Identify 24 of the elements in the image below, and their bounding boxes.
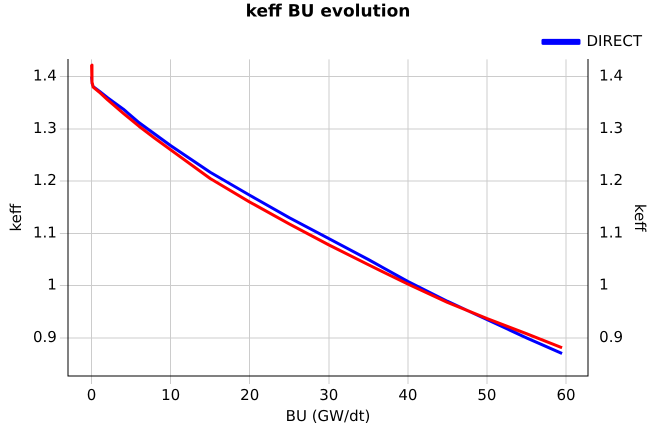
- x-tick-label: 30: [319, 386, 338, 404]
- y2-tick-label: 1: [599, 276, 609, 294]
- x-tick-label: 40: [398, 386, 418, 404]
- y-tick-label: 0.9: [32, 328, 57, 346]
- x-tick-label: 60: [556, 386, 576, 404]
- y-tick-label: 1.1: [32, 223, 57, 242]
- x-tick-label: 20: [240, 386, 260, 404]
- y2-tick-label: 0.9: [599, 328, 624, 346]
- legend-label: DIRECT: [586, 32, 643, 50]
- y2-tick-label: 1.3: [599, 118, 624, 137]
- y-axis-title: keff: [6, 203, 25, 232]
- x-tick-label: 10: [161, 386, 180, 404]
- y2-tick-label: 1.4: [599, 66, 624, 85]
- y-tick-label: 1: [47, 276, 57, 294]
- y2-axis-title: keff: [631, 204, 650, 232]
- x-tick-label: 50: [477, 386, 496, 404]
- x-axis-title: BU (GW/dt): [286, 406, 370, 425]
- y-tick-label: 1.2: [32, 171, 57, 190]
- y-tick-label: 1.4: [32, 66, 57, 85]
- y-tick-label: 1.3: [32, 118, 57, 137]
- x-tick-label: 0: [86, 386, 96, 404]
- y2-tick-label: 1.2: [599, 171, 624, 190]
- chart-title: keff BU evolution: [246, 2, 410, 22]
- y2-tick-label: 1.1: [599, 223, 624, 242]
